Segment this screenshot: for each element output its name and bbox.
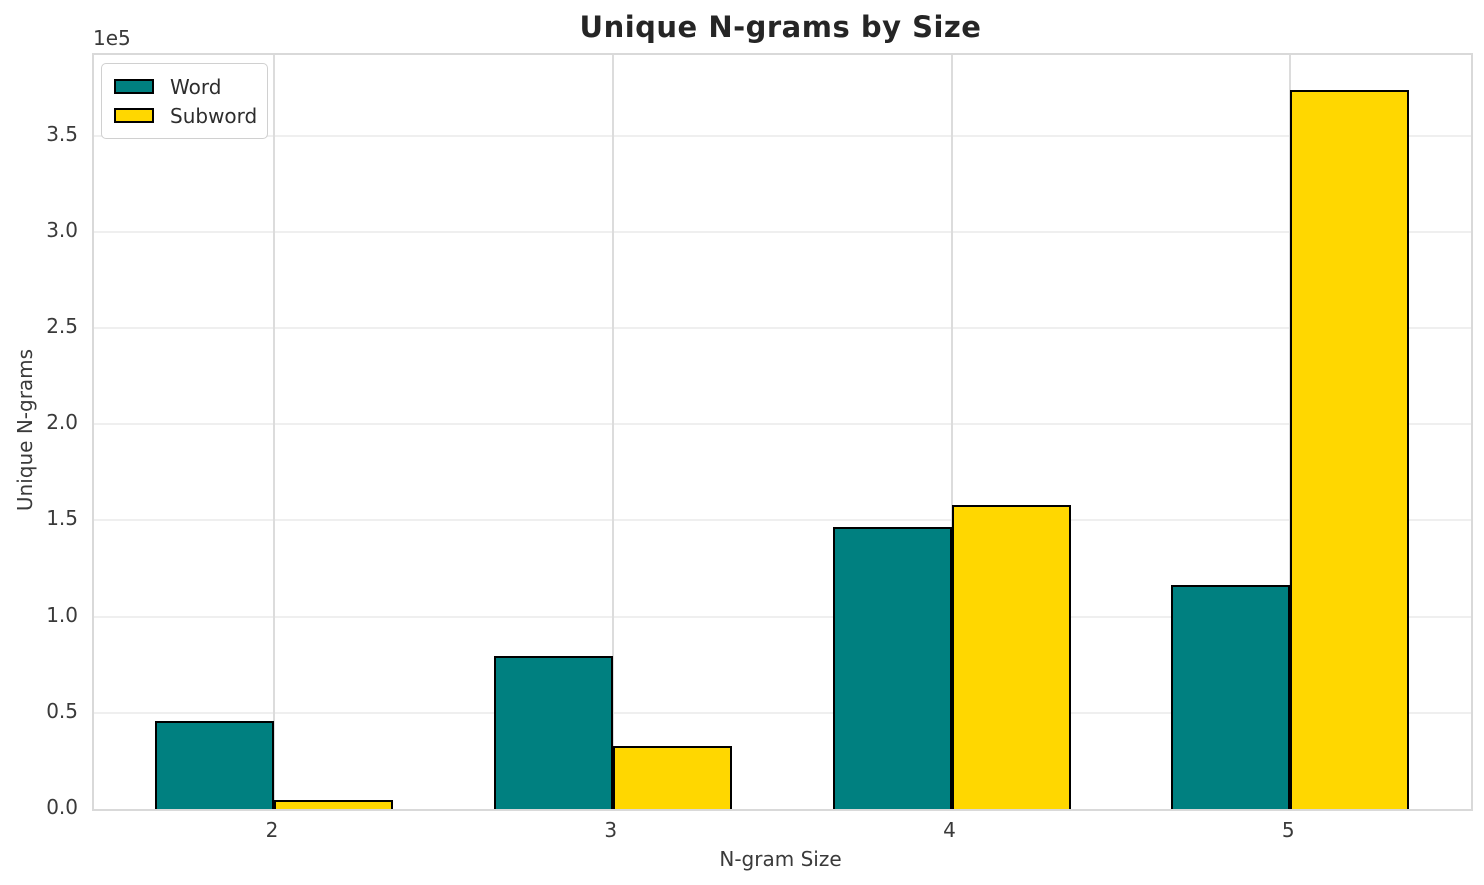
plot-area — [92, 53, 1473, 811]
h-gridline-1.0 — [94, 615, 1471, 618]
y-axis-offset-text: 1e5 — [93, 26, 131, 50]
legend-item-word: Word — [114, 72, 255, 101]
x-tick-label-3: 3 — [604, 818, 618, 842]
x-tick-label-4: 4 — [943, 818, 956, 842]
y-tick-label-3.5: 3.5 — [46, 121, 78, 146]
bar-subword-5 — [1290, 89, 1410, 809]
x-tick-label-5: 5 — [1281, 818, 1295, 842]
y-tick-label-3.0: 3.0 — [46, 217, 78, 242]
legend-item-subword: Subword — [114, 101, 258, 130]
legend-swatch-subword — [114, 108, 154, 123]
bar-word-3 — [493, 656, 613, 809]
bar-word-2 — [155, 721, 274, 809]
h-gridline-3.5 — [94, 134, 1471, 137]
h-gridline-0.5 — [94, 711, 1471, 714]
legend-label-subword: Subword — [170, 103, 258, 128]
x-axis-label: N-gram Size — [719, 847, 842, 871]
v-gridline-4 — [950, 55, 953, 809]
v-gridline-2 — [273, 55, 275, 809]
bar-subword-4 — [951, 505, 1071, 809]
legend-swatch-word — [114, 79, 154, 94]
h-gridline-1.5 — [94, 519, 1471, 522]
bar-word-5 — [1171, 585, 1291, 809]
x-tick-label-2: 2 — [265, 818, 279, 842]
bar-word-4 — [832, 527, 952, 809]
y-tick-label-0.0: 0.0 — [46, 795, 78, 819]
y-tick-label-1.5: 1.5 — [46, 506, 78, 531]
y-tick-label-1.0: 1.0 — [46, 602, 78, 627]
h-gridline-3.0 — [94, 230, 1471, 233]
y-tick-label-0.5: 0.5 — [46, 698, 78, 723]
legend-label-word: Word — [170, 74, 222, 99]
v-gridline-3 — [611, 55, 614, 809]
bar-subword-3 — [612, 745, 732, 809]
y-tick-label-2.5: 2.5 — [46, 314, 78, 339]
bar-subword-2 — [274, 800, 393, 809]
h-gridline-2.0 — [94, 423, 1471, 426]
chart-title: Unique N-grams by Size — [579, 10, 982, 44]
y-tick-label-2.0: 2.0 — [46, 410, 78, 435]
h-gridline-2.5 — [94, 327, 1471, 330]
legend: Word Subword — [101, 63, 268, 139]
